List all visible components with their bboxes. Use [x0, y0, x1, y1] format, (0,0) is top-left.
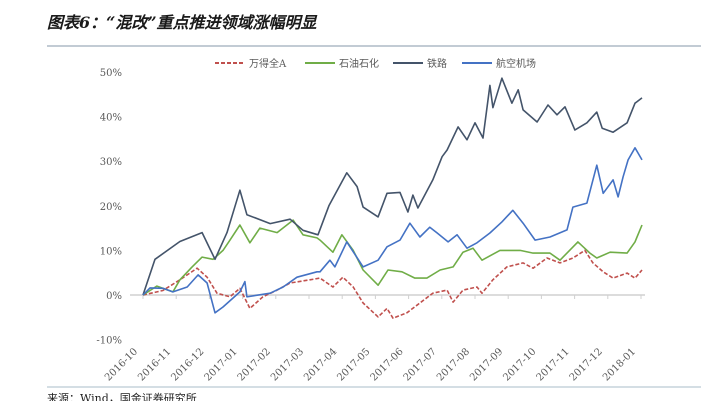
- y-tick-label: 30%: [100, 157, 122, 168]
- x-axis: 2016-102016-112016-122017-012017-022017-…: [103, 294, 645, 384]
- x-tick-label: 2017-04: [302, 346, 339, 383]
- series-line-2: [142, 219, 643, 296]
- x-tick-label: 2017-06: [369, 346, 406, 383]
- x-tick-label: 2017-09: [468, 346, 505, 383]
- series-line-3: [142, 77, 643, 296]
- x-tick-label: 2017-12: [568, 346, 605, 383]
- plot-lines: [142, 77, 643, 319]
- series-line-1: [142, 249, 643, 319]
- legend-label: 万得全A: [249, 57, 287, 70]
- legend: 万得全A 石油石化 铁路 航空机场: [215, 57, 536, 70]
- x-tick-label: 2016-12: [169, 346, 206, 383]
- x-tick-label: 2016-11: [136, 346, 173, 383]
- x-tick-label: 2017-10: [501, 346, 538, 383]
- x-tick-label: 2017-02: [236, 346, 273, 383]
- x-tick-label: 2017-05: [335, 346, 372, 383]
- y-tick-label: 10%: [100, 246, 122, 257]
- legend-label: 石油石化: [339, 57, 379, 70]
- y-tick-label: 0%: [106, 291, 122, 302]
- y-axis: 50% 40% 30% 20% 10% 0% -10%: [96, 68, 122, 347]
- legend-label: 铁路: [427, 57, 447, 70]
- x-tick-label: 2018-01: [601, 346, 638, 383]
- x-tick-label: 2017-01: [203, 346, 240, 383]
- y-tick-label: 20%: [100, 202, 122, 213]
- x-tick-label: 2017-08: [435, 346, 472, 383]
- series-line-4: [142, 147, 643, 314]
- chart-title: 图表6：“混改”重点推进领域涨幅明显: [47, 13, 318, 32]
- source-note: 来源：Wind，国金证券研究所: [47, 391, 197, 401]
- y-tick-label: -10%: [96, 336, 122, 347]
- x-tick-label: 2017-07: [402, 346, 439, 383]
- x-tick-label: 2017-03: [269, 346, 306, 383]
- x-tick-label: 2016-10: [103, 346, 140, 383]
- x-tick-label: 2017-11: [535, 346, 572, 383]
- y-tick-label: 40%: [100, 113, 122, 124]
- legend-label: 航空机场: [496, 57, 536, 70]
- y-tick-label: 50%: [100, 68, 122, 79]
